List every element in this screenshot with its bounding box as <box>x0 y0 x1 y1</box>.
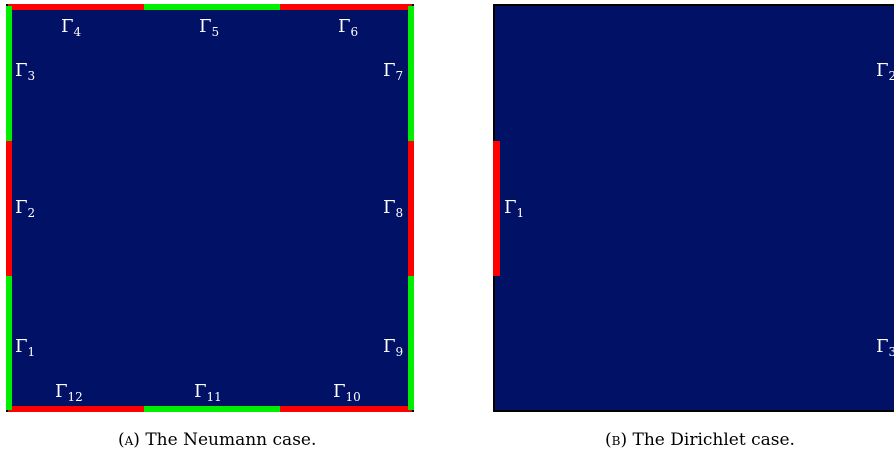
label-gamma1: Γ1 <box>15 336 36 360</box>
label-gamma3: Γ3 <box>15 60 36 84</box>
boundary-gamma12 <box>8 406 144 412</box>
boundary-gamma1-dirichlet <box>493 141 500 276</box>
label-gamma10: Γ10 <box>333 381 361 405</box>
label-gamma8: Γ8 <box>383 197 404 221</box>
boundary-gamma7 <box>408 6 414 141</box>
label-gamma12: Γ12 <box>55 381 83 405</box>
label-gamma2-dirichlet: Γ2 <box>876 60 894 84</box>
boundary-gamma2 <box>6 141 12 276</box>
label-gamma11: Γ11 <box>194 381 222 405</box>
label-gamma9: Γ9 <box>383 336 404 360</box>
boundary-gamma11 <box>144 406 280 412</box>
boundary-gamma5 <box>144 4 280 10</box>
label-gamma1-dirichlet: Γ1 <box>504 197 525 221</box>
label-gamma6: Γ6 <box>338 16 359 40</box>
caption-dirichlet: (b) The Dirichlet case. <box>605 430 795 450</box>
boundary-gamma9 <box>408 276 414 410</box>
caption-neumann: (a) The Neumann case. <box>118 430 317 450</box>
dirichlet-domain: Γ1 Γ2 Γ3 <box>493 4 894 412</box>
boundary-gamma3 <box>6 6 12 141</box>
label-gamma3-dirichlet: Γ3 <box>876 336 894 360</box>
label-gamma7: Γ7 <box>383 60 404 84</box>
label-gamma2: Γ2 <box>15 197 36 221</box>
boundary-gamma1 <box>6 276 12 410</box>
neumann-domain: Γ4 Γ5 Γ6 Γ3 Γ7 Γ2 Γ8 Γ1 Γ9 Γ12 Γ11 Γ10 <box>6 4 414 412</box>
boundary-gamma4 <box>8 4 144 10</box>
label-gamma4: Γ4 <box>61 16 82 40</box>
boundary-gamma6 <box>280 4 412 10</box>
label-gamma5: Γ5 <box>199 16 220 40</box>
boundary-gamma10 <box>280 406 412 412</box>
boundary-gamma8 <box>408 141 414 276</box>
